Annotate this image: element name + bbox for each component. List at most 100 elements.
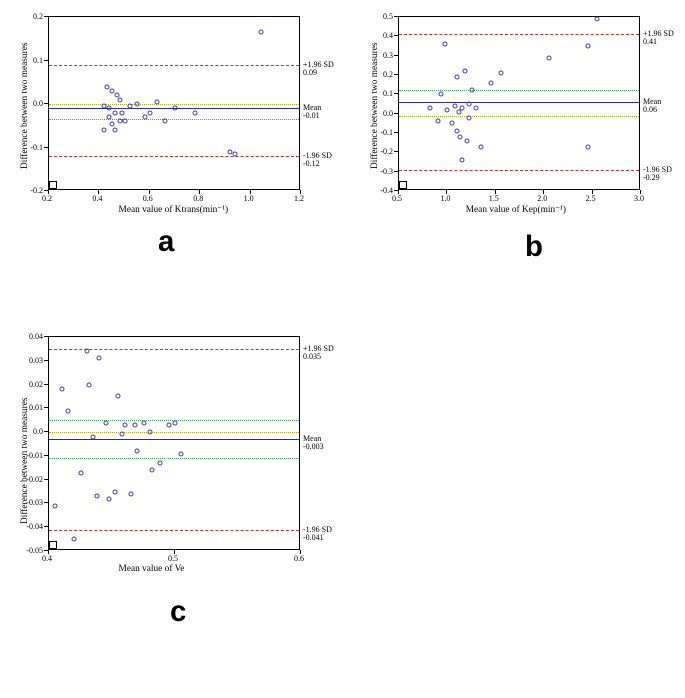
- data-point: [427, 105, 432, 110]
- ref-line: [49, 530, 299, 531]
- ytick-label: -0.4: [380, 186, 393, 195]
- data-point: [462, 69, 467, 74]
- xtick-label: 0.6: [294, 554, 304, 563]
- xtick-label: 0.2: [42, 194, 52, 203]
- ytick-mark: [44, 60, 48, 61]
- data-point: [141, 420, 146, 425]
- xtick-label: 1.2: [294, 194, 304, 203]
- data-point: [547, 55, 552, 60]
- panel-b: +1.96 SD0.41Mean0.06-1.96 SD-0.290.51.01…: [360, 10, 685, 220]
- ytick-label: 0.5: [383, 12, 393, 21]
- line-label: -0.29: [643, 173, 660, 182]
- data-point: [157, 461, 162, 466]
- line-label: -0.01: [303, 111, 320, 120]
- data-point: [78, 470, 83, 475]
- data-point: [116, 394, 121, 399]
- data-point: [595, 16, 600, 21]
- ytick-mark: [394, 190, 398, 191]
- ytick-mark: [44, 550, 48, 551]
- data-point: [459, 105, 464, 110]
- data-point: [128, 491, 133, 496]
- xtick-label: 0.5: [392, 194, 402, 203]
- line-label: 0.06: [643, 105, 657, 114]
- xtick-label: 0.5: [168, 554, 178, 563]
- ytick-mark: [44, 147, 48, 148]
- data-point: [585, 144, 590, 149]
- ref-line: [399, 170, 639, 171]
- data-point: [258, 30, 263, 35]
- origin-box: [399, 181, 407, 189]
- xtick-label: 2.0: [537, 194, 547, 203]
- panel-c: +1.96 SD0.035Mean-0.003-1.96 SD-0.0410.4…: [10, 330, 350, 580]
- data-point: [474, 105, 479, 110]
- ytick-label: 0.0: [33, 99, 43, 108]
- data-point: [107, 106, 112, 111]
- x-axis-label: Mean value of Kep(min⁻¹): [466, 204, 566, 215]
- ytick-label: 0.2: [33, 12, 43, 21]
- data-point: [147, 430, 152, 435]
- data-point: [87, 382, 92, 387]
- line-label: 0.09: [303, 68, 317, 77]
- data-point: [132, 422, 137, 427]
- plot-area: [48, 336, 300, 550]
- xtick-label: 3.0: [634, 194, 644, 203]
- ytick-mark: [394, 55, 398, 56]
- ytick-label: 0.1: [33, 56, 43, 65]
- ytick-label: -0.1: [380, 128, 393, 137]
- ytick-mark: [394, 132, 398, 133]
- ref-line: [49, 458, 299, 459]
- ytick-mark: [44, 16, 48, 17]
- data-point: [438, 92, 443, 97]
- line-label: -0.12: [303, 159, 320, 168]
- data-point: [173, 420, 178, 425]
- ytick-label: 0.3: [383, 51, 393, 60]
- ytick-label: 0.04: [29, 332, 43, 341]
- ytick-label: -0.3: [380, 167, 393, 176]
- ytick-mark: [44, 407, 48, 408]
- ref-line: [399, 102, 639, 103]
- ref-line: [49, 439, 299, 440]
- data-point: [464, 138, 469, 143]
- data-point: [179, 451, 184, 456]
- panel-letter-b: b: [525, 230, 543, 264]
- ytick-label: -0.2: [30, 186, 43, 195]
- data-point: [459, 158, 464, 163]
- x-axis-label: Mean value of Ktrans(min⁻¹): [119, 204, 229, 215]
- data-point: [445, 107, 450, 112]
- ytick-label: 0.02: [29, 380, 43, 389]
- data-point: [585, 44, 590, 49]
- ytick-label: -0.1: [30, 143, 43, 152]
- data-point: [455, 129, 460, 134]
- data-point: [102, 128, 107, 133]
- line-label: 0.41: [643, 37, 657, 46]
- data-point: [117, 97, 122, 102]
- data-point: [59, 387, 64, 392]
- data-point: [65, 408, 70, 413]
- ref-line: [49, 65, 299, 66]
- data-point: [455, 74, 460, 79]
- line-label: -0.003: [303, 442, 324, 451]
- panel-letter-a: a: [158, 225, 174, 259]
- data-point: [107, 115, 112, 120]
- data-point: [112, 489, 117, 494]
- ref-line: [399, 34, 639, 35]
- data-point: [466, 102, 471, 107]
- data-point: [142, 115, 147, 120]
- data-point: [84, 349, 89, 354]
- xtick-label: 0.4: [42, 554, 52, 563]
- ytick-mark: [394, 171, 398, 172]
- data-point: [107, 496, 112, 501]
- ytick-label: 0.01: [29, 403, 43, 412]
- data-point: [479, 144, 484, 149]
- xtick-label: 1.0: [244, 194, 254, 203]
- data-point: [94, 494, 99, 499]
- ytick-mark: [44, 384, 48, 385]
- data-point: [155, 99, 160, 104]
- xtick-label: 1.0: [440, 194, 450, 203]
- ytick-label: 0.0: [33, 427, 43, 436]
- ytick-mark: [44, 479, 48, 480]
- data-point: [120, 110, 125, 115]
- data-point: [173, 106, 178, 111]
- origin-box: [49, 541, 57, 549]
- data-point: [147, 110, 152, 115]
